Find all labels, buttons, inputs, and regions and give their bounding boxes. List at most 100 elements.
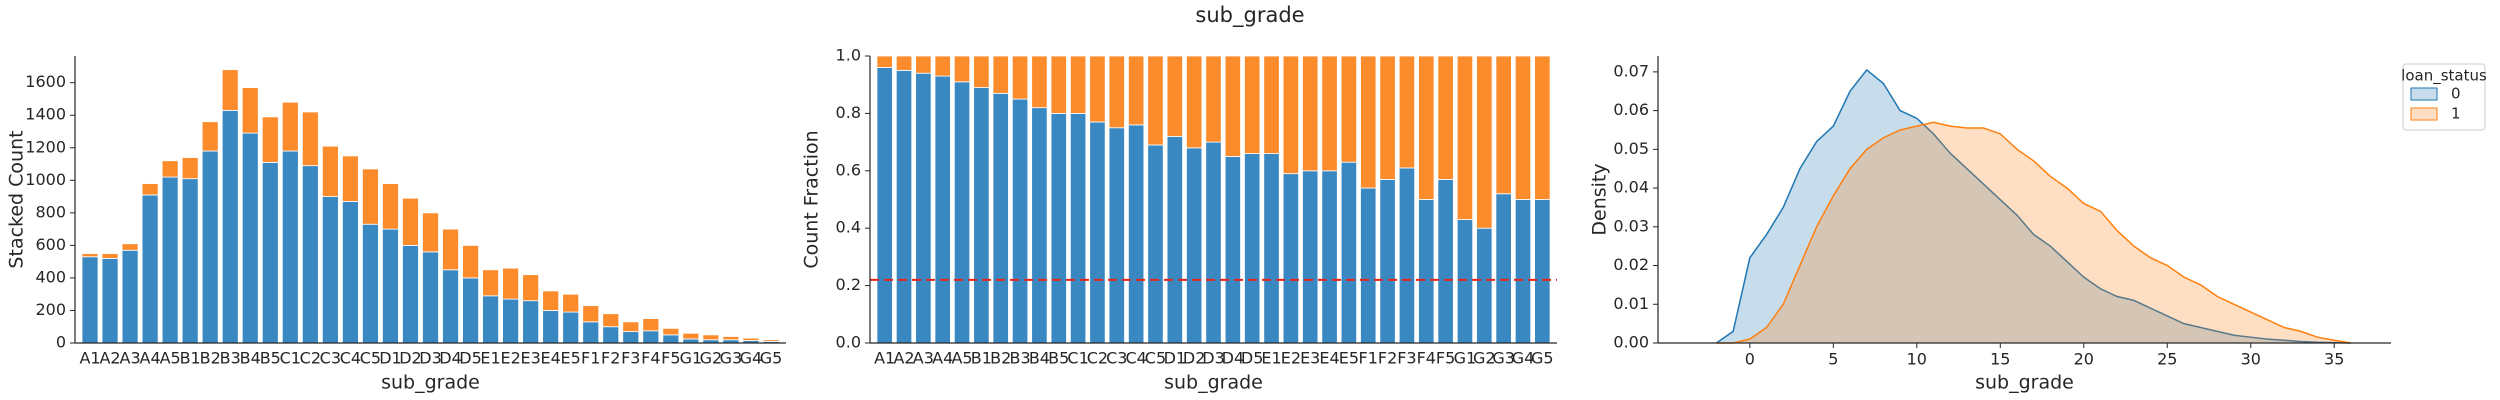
bar-segment — [915, 72, 932, 344]
bar-segment — [482, 269, 499, 297]
x-tick-label: C2 — [300, 349, 321, 368]
bar-segment — [382, 228, 399, 344]
bar-segment — [1127, 124, 1145, 344]
bar-segment — [915, 55, 932, 74]
bar-segment — [1514, 55, 1532, 200]
x-tick-label: D1 — [379, 349, 402, 368]
bar-segment — [1379, 179, 1396, 344]
bar-segment — [642, 318, 660, 332]
x-tick-label: 0 — [1745, 350, 1755, 369]
bar-segment — [321, 145, 339, 197]
y-tick-label: 0.04 — [1613, 178, 1649, 197]
bar-segment — [221, 69, 239, 111]
x-tick-label: E3 — [1300, 349, 1320, 368]
bar-segment — [542, 290, 560, 311]
bar-segment — [1224, 55, 1241, 157]
bar-segment — [1031, 107, 1048, 344]
bar-segment — [1263, 153, 1280, 344]
x-tick-label: G5 — [1531, 349, 1554, 368]
bar-segment — [1166, 55, 1183, 137]
bar-segment — [953, 55, 971, 83]
bar-segment — [992, 55, 1009, 94]
bar-segment — [1050, 55, 1067, 114]
x-tick-label: E5 — [561, 349, 581, 368]
x-axis-label: sub_grade — [1975, 372, 2074, 394]
bar-segment — [1108, 55, 1125, 129]
y-tick-label: 0.0 — [836, 333, 861, 352]
bar-segment — [181, 157, 199, 180]
x-axis-label: sub_grade — [381, 372, 480, 394]
x-tick-label: F2 — [1378, 349, 1397, 368]
bar-segment — [1069, 113, 1087, 344]
y-tick-label: 0.01 — [1613, 294, 1649, 313]
bar-segment — [662, 334, 680, 344]
legend-title: loan_status — [2401, 67, 2487, 86]
y-tick-label: 200 — [35, 300, 66, 319]
bar-segment — [762, 339, 780, 342]
bar-segment — [582, 305, 600, 323]
x-tick-label: A5 — [160, 349, 181, 368]
bar-segment — [522, 300, 540, 344]
bar-segment — [201, 121, 219, 152]
bar-segment — [1476, 227, 1493, 344]
y-tick-label: 1200 — [25, 137, 66, 156]
x-tick-label: C1 — [280, 349, 301, 368]
y-tick-label: 0.2 — [836, 275, 861, 294]
bar-segment — [1418, 55, 1435, 200]
x-tick-label: F1 — [581, 349, 600, 368]
x-tick-label: F4 — [1417, 349, 1436, 368]
bar-segment — [1108, 127, 1125, 344]
bar-segment — [662, 327, 680, 336]
bar-segment — [1011, 98, 1029, 344]
figure-title: sub_grade — [1195, 3, 1304, 28]
bar-segment — [562, 311, 580, 344]
bar-segment — [462, 277, 479, 344]
x-tick-label: 25 — [2157, 350, 2177, 369]
x-tick-label: B4 — [240, 349, 261, 368]
legend-label: 1 — [2451, 105, 2461, 123]
x-tick-label: 30 — [2241, 350, 2261, 369]
x-tick-label: C3 — [1106, 349, 1127, 368]
bar-segment — [241, 87, 259, 134]
x-tick-label: G1 — [680, 349, 703, 368]
bar-segment — [362, 168, 379, 225]
x-tick-label: F3 — [621, 349, 640, 368]
bar-segment — [895, 69, 913, 344]
bar-segment — [1224, 156, 1241, 344]
bar-segment — [1340, 161, 1358, 344]
y-axis-label: Count Fraction — [801, 130, 823, 268]
bar-segment — [1282, 55, 1300, 175]
bar-segment — [442, 269, 459, 344]
y-tick-label: 0.02 — [1613, 255, 1649, 274]
x-tick-label: B1 — [971, 349, 992, 368]
bar-segment — [542, 310, 560, 344]
x-tick-label: G3 — [720, 349, 743, 368]
bar-segment — [934, 75, 951, 344]
bar-segment — [1244, 55, 1261, 154]
bar-segment — [442, 228, 459, 271]
x-tick-label: 35 — [2324, 350, 2344, 369]
x-tick-label: E2 — [1281, 349, 1301, 368]
x-tick-label: F1 — [1359, 349, 1378, 368]
bar-segment — [161, 160, 179, 178]
x-tick-label: B3 — [1009, 349, 1030, 368]
bar-segment — [221, 109, 239, 344]
y-tick-label: 0 — [56, 333, 66, 352]
bar-segment — [321, 196, 339, 344]
x-tick-label: G4 — [1512, 349, 1535, 368]
bar-segment — [1205, 55, 1222, 143]
bar-segment — [1011, 55, 1029, 100]
x-tick-label: C5 — [360, 349, 381, 368]
bar-segment — [502, 267, 520, 300]
y-tick-label: 0.00 — [1613, 333, 1649, 352]
density-area — [1716, 122, 2351, 343]
x-tick-label: A2 — [893, 349, 914, 368]
bar-segment — [1418, 199, 1435, 344]
bar-segment — [1089, 55, 1106, 123]
y-tick-label: 1600 — [25, 72, 66, 91]
x-tick-label: B1 — [180, 349, 201, 368]
y-tick-label: 400 — [35, 267, 66, 286]
density-area — [1716, 69, 2351, 343]
y-tick-label: 0.06 — [1613, 100, 1649, 119]
bar-segment — [1050, 113, 1067, 344]
